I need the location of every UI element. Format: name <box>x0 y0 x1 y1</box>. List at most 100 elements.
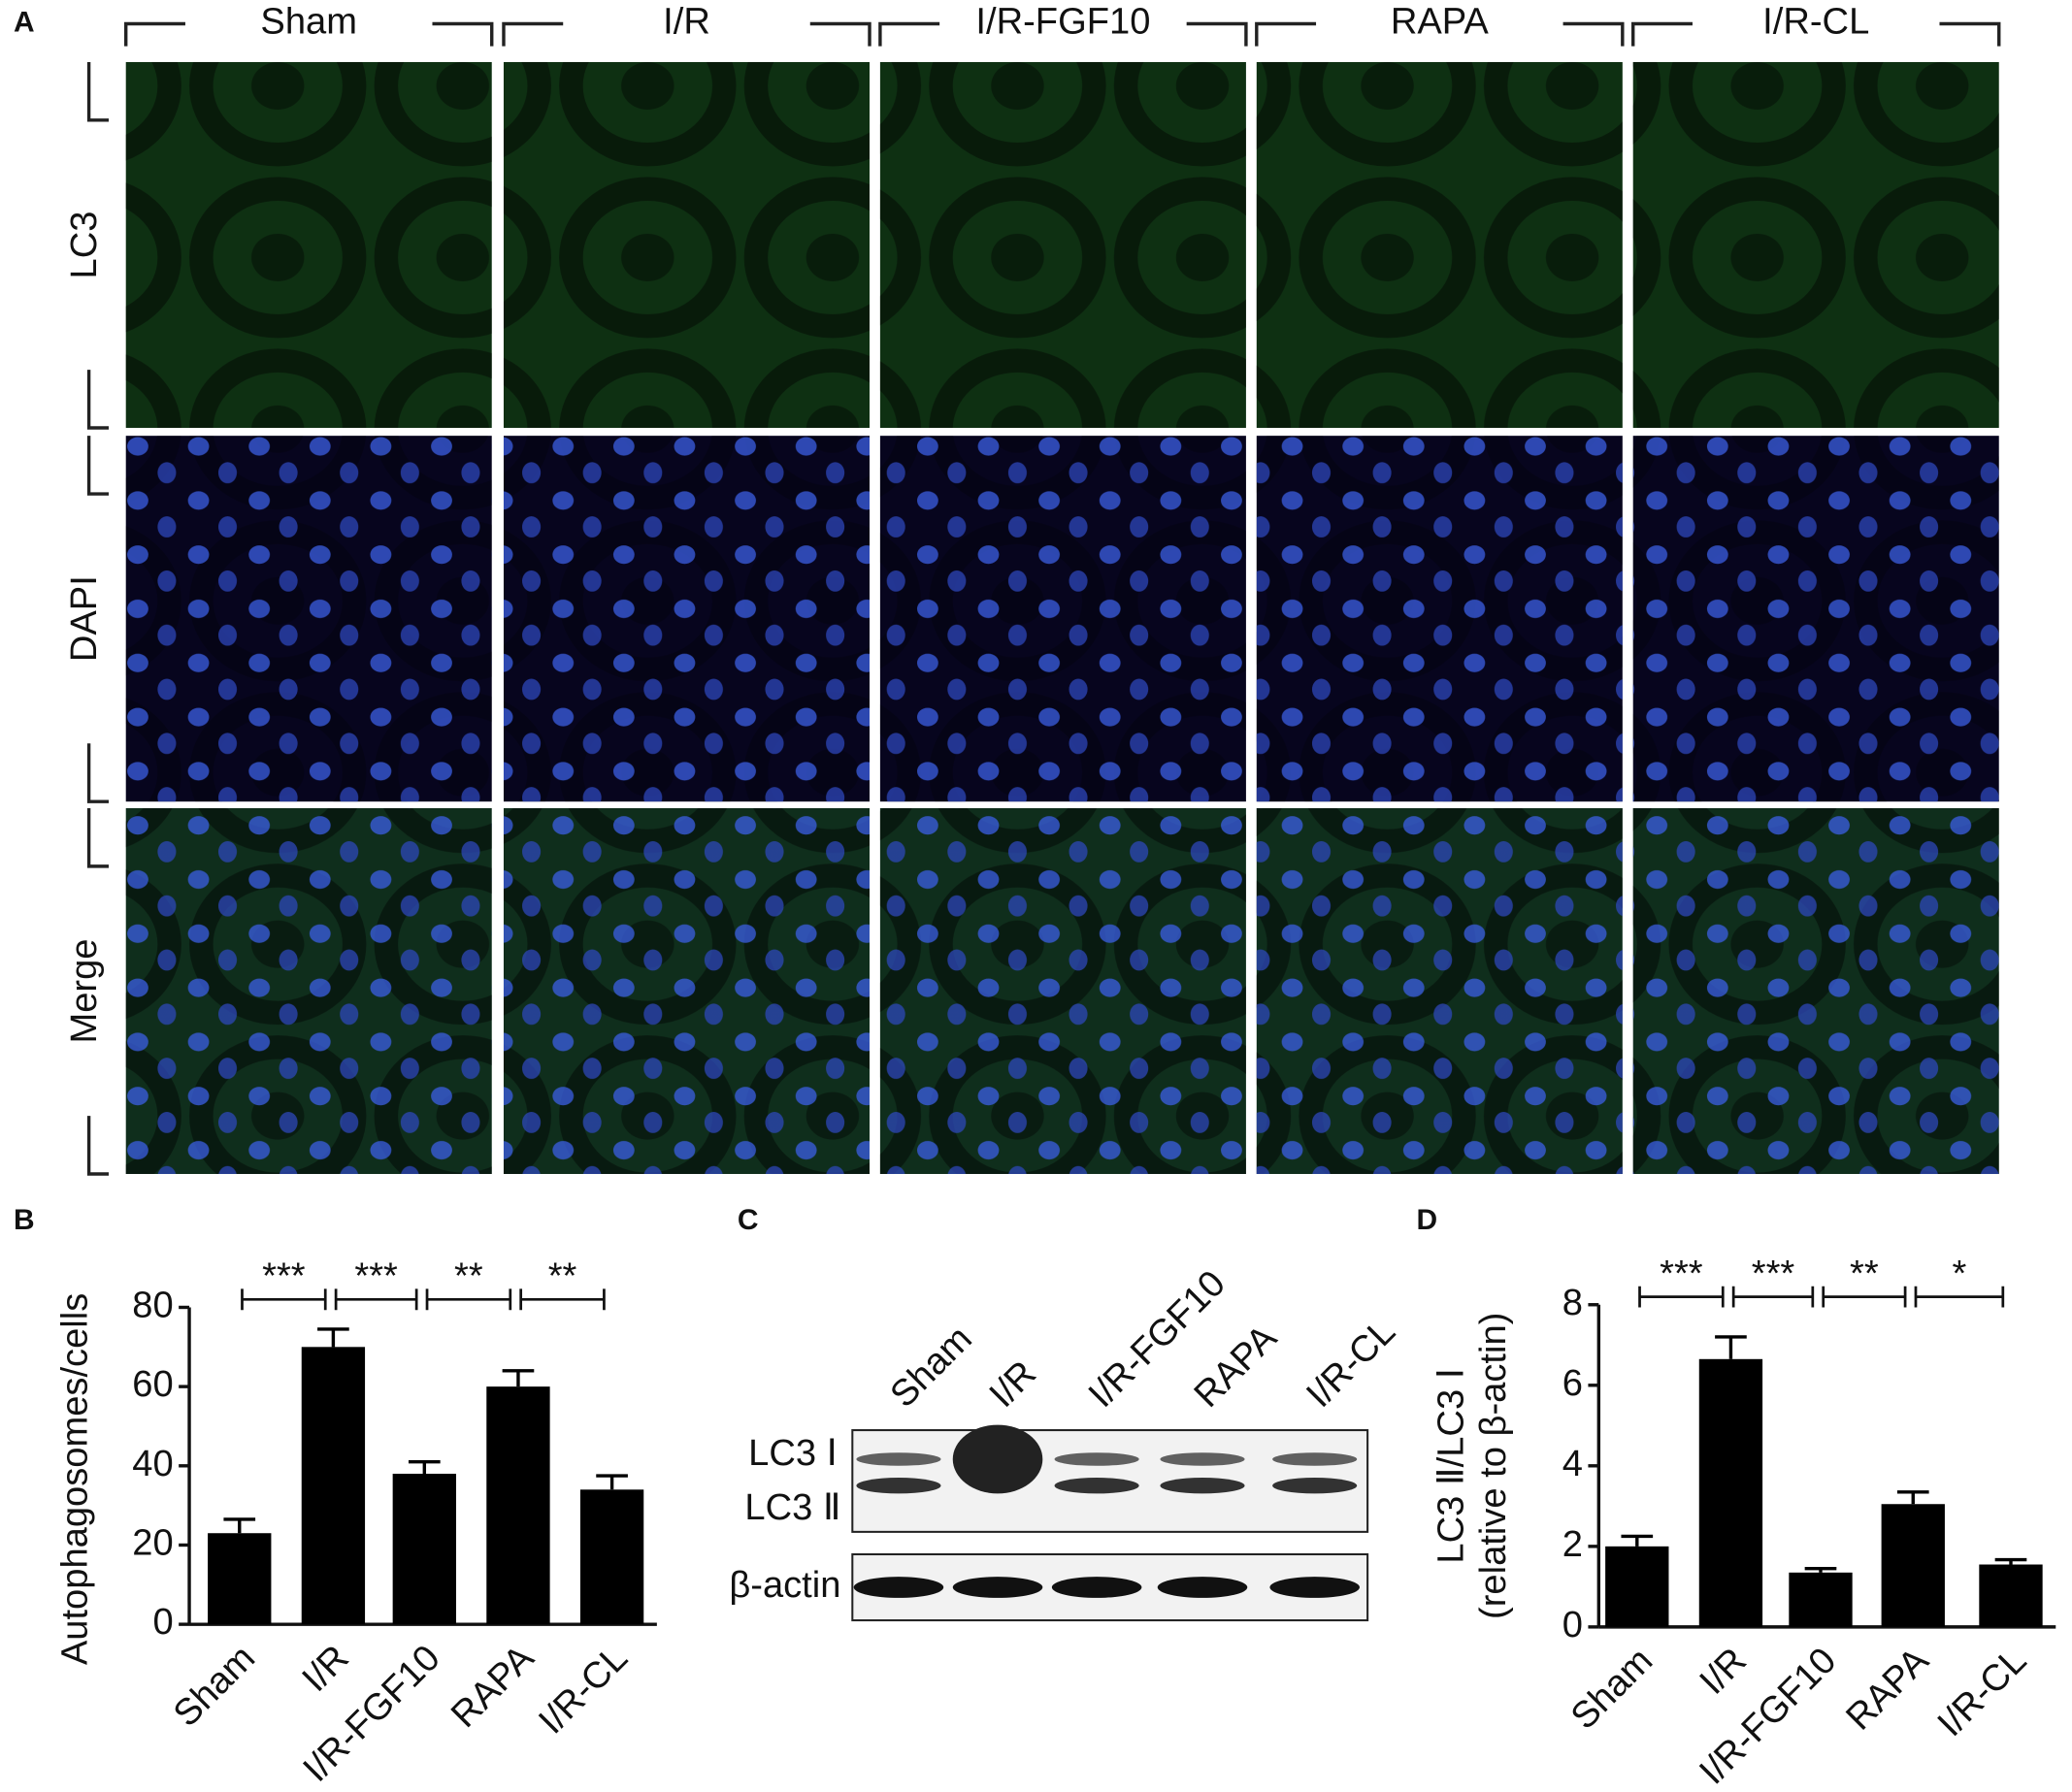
row-label: LC3 <box>64 212 105 279</box>
x-tick-label: RAPA <box>1839 1640 1937 1738</box>
column-bracket <box>124 21 494 47</box>
error-bar <box>1715 1335 1747 1359</box>
significance-bracket <box>519 1288 606 1311</box>
bar <box>1789 1572 1853 1627</box>
significance-label: *** <box>1660 1254 1703 1294</box>
error-bar <box>408 1460 441 1474</box>
micrograph-nuclei <box>879 807 1246 1175</box>
column-bracket <box>878 21 1248 47</box>
significance-bracket <box>425 1288 512 1311</box>
lane-label: I/R <box>982 1353 1044 1416</box>
column-header: I/R <box>663 2 710 43</box>
significance-label: *** <box>354 1256 398 1297</box>
significance-label: *** <box>262 1256 306 1297</box>
blot-band <box>1157 1577 1248 1598</box>
x-tick-label: I/R-CL <box>1930 1641 2035 1745</box>
significance-bracket <box>1914 1286 2005 1308</box>
column-header: Sham <box>260 2 357 43</box>
blot-band <box>952 1424 1043 1494</box>
column-header: I/R-FGF10 <box>975 2 1150 43</box>
blot-band <box>1272 1478 1358 1494</box>
error-bar <box>1994 1557 2027 1565</box>
bar <box>392 1473 456 1625</box>
y-tick-label: 40 <box>132 1444 173 1484</box>
column-bracket <box>1255 21 1625 47</box>
significance-bracket <box>1731 1286 1815 1308</box>
band-label: β-actin <box>729 1565 840 1606</box>
x-tick-label: I/R <box>295 1638 357 1700</box>
micrograph-texture <box>879 61 1246 428</box>
y-tick-label: 0 <box>153 1602 174 1643</box>
bar <box>1881 1504 1945 1627</box>
bar <box>579 1489 644 1625</box>
bar <box>208 1533 272 1625</box>
row-bracket <box>86 807 110 1176</box>
error-bar <box>1621 1534 1654 1547</box>
bar <box>1698 1358 1763 1627</box>
micrograph-nuclei <box>125 807 492 1175</box>
micrograph-texture <box>503 61 871 428</box>
bar <box>301 1347 366 1625</box>
y-tick-label: 20 <box>132 1523 173 1564</box>
column-header: I/R-CL <box>1762 2 1869 43</box>
micrograph-nuclei <box>1256 436 1623 802</box>
significance-bracket <box>241 1288 327 1311</box>
micrograph-texture <box>1632 61 1999 428</box>
y-axis-label: Autophagosomes/cells <box>54 1293 95 1665</box>
column-bracket <box>1631 21 2001 47</box>
lane-label: Sham <box>883 1319 980 1416</box>
micrograph-nuclei <box>1632 807 1999 1175</box>
micrograph-nuclei <box>1632 436 1999 802</box>
panel-letter: A <box>14 6 35 38</box>
blot-band <box>1272 1452 1358 1466</box>
y-tick-label: 2 <box>1562 1524 1583 1565</box>
y-axis-label: LC3 Ⅱ/LC3 Ⅰ <box>1431 1368 1472 1564</box>
significance-bracket <box>1822 1286 1907 1308</box>
row-label: DAPI <box>64 575 105 662</box>
error-bar <box>1804 1566 1837 1573</box>
error-bar <box>317 1327 349 1348</box>
blot-band <box>1051 1577 1142 1598</box>
y-tick-label: 60 <box>132 1364 173 1405</box>
row-bracket <box>86 61 110 430</box>
error-bar <box>502 1369 535 1387</box>
micrograph-nuclei <box>503 807 871 1175</box>
significance-label: ** <box>548 1256 577 1297</box>
column-bracket <box>502 21 872 47</box>
x-tick-label: I/R <box>1693 1641 1755 1703</box>
blot-band <box>1054 1452 1139 1466</box>
y-tick-label: 8 <box>1562 1283 1583 1323</box>
panel-letter: C <box>738 1204 759 1236</box>
micrograph-nuclei <box>879 436 1246 802</box>
y-tick-label: 6 <box>1562 1363 1583 1404</box>
blot-band <box>1054 1478 1139 1494</box>
blot-band <box>853 1577 944 1598</box>
blot-band <box>1160 1452 1245 1466</box>
bar <box>1979 1564 2043 1627</box>
band-label: LC3 Ⅱ <box>744 1487 840 1528</box>
bar <box>486 1386 550 1625</box>
x-tick-label: RAPA <box>444 1637 542 1735</box>
blot-band <box>1160 1478 1245 1494</box>
blot-band <box>856 1478 941 1494</box>
y-tick-label: 0 <box>1562 1605 1583 1645</box>
x-tick-label: Sham <box>166 1638 263 1735</box>
panel-letter: D <box>1416 1204 1437 1236</box>
bar <box>1605 1546 1669 1627</box>
lane-label: RAPA <box>1187 1317 1285 1415</box>
micrograph-nuclei <box>1256 807 1623 1175</box>
significance-label: *** <box>1752 1254 1795 1294</box>
blot-band <box>1269 1577 1360 1598</box>
y-axis-label: (relative to β-actin) <box>1473 1313 1514 1619</box>
x-tick-label: I/R-CL <box>531 1638 636 1743</box>
error-bar <box>223 1517 256 1534</box>
error-bar <box>1896 1490 1929 1505</box>
y-tick-label: 4 <box>1562 1444 1583 1484</box>
significance-bracket <box>1638 1286 1725 1308</box>
significance-label: * <box>1952 1254 1966 1294</box>
blot-band <box>856 1452 941 1466</box>
micrograph-texture <box>1256 61 1623 428</box>
significance-bracket <box>334 1288 418 1311</box>
